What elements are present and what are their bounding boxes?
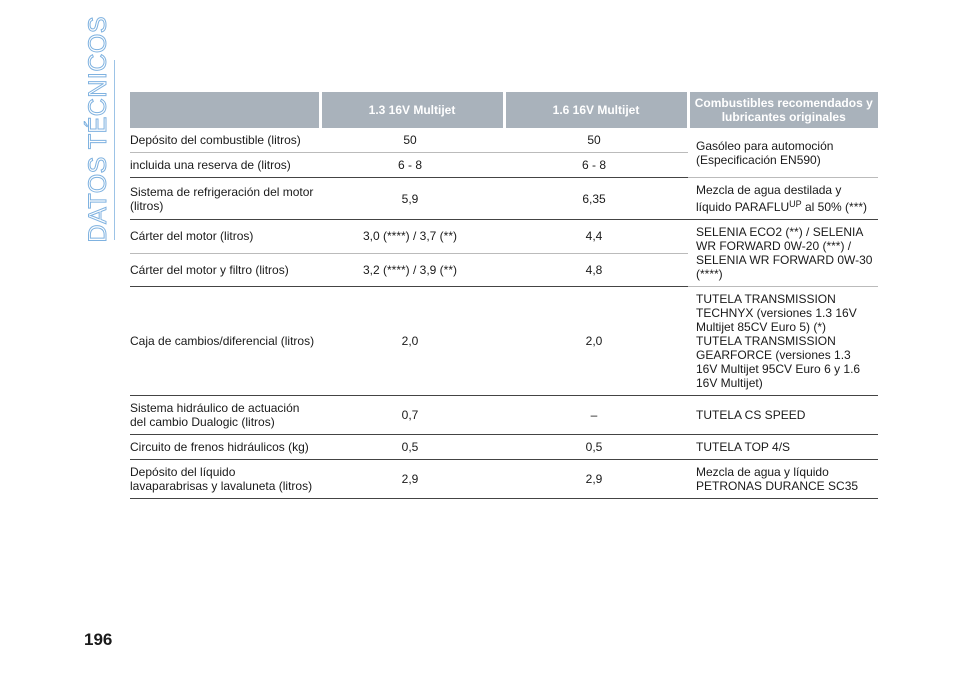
specs-table: 1.3 16V Multijet 1.6 16V Multijet Combus… bbox=[130, 92, 878, 499]
value-16: 4,8 bbox=[504, 253, 688, 287]
table-row: Circuito de frenos hidráulicos (kg) 0,5 … bbox=[130, 434, 878, 460]
recommendation-washer: Mezcla de agua y líquido PETRONAS DURANC… bbox=[688, 459, 878, 499]
coolant-text: Mezcla de agua destilada y líquido PARAF… bbox=[696, 183, 842, 214]
recommendation-coolant: Mezcla de agua destilada y líquido PARAF… bbox=[688, 177, 878, 220]
table-header-row: 1.3 16V Multijet 1.6 16V Multijet Combus… bbox=[130, 92, 878, 128]
section-title: DATOS TÉCNICOS bbox=[83, 15, 112, 242]
table-row: Cárter del motor (litros) 3,0 (****) / 3… bbox=[130, 219, 878, 287]
row-label: Cárter del motor y filtro (litros) bbox=[130, 253, 320, 287]
value-13: 0,5 bbox=[320, 434, 504, 460]
row-label: Caja de cambios/diferencial (litros) bbox=[130, 286, 320, 396]
table-row: Depósito del líquido lavaparabrisas y la… bbox=[130, 459, 878, 499]
value-16: 6,35 bbox=[504, 177, 688, 220]
coolant-ratio: al 50% (***) bbox=[801, 200, 868, 214]
header-engine-13: 1.3 16V Multijet bbox=[318, 92, 504, 128]
table-row: Depósito del combustible (litros) 50 50 … bbox=[130, 128, 878, 178]
table-row: Caja de cambios/diferencial (litros) 2,0… bbox=[130, 286, 878, 396]
row-label: Sistema hidráulico de actuación del camb… bbox=[130, 395, 320, 435]
header-empty bbox=[130, 92, 320, 128]
table-row: Cárter del motor y filtro (litros) 3,2 (… bbox=[130, 253, 878, 287]
value-13: 3,0 (****) / 3,7 (**) bbox=[320, 219, 504, 254]
value-16: 4,4 bbox=[504, 219, 688, 254]
table-row: Sistema de refrigeración del motor (litr… bbox=[130, 177, 878, 220]
recommendation-fuel: Gasóleo para automoción (Especificación … bbox=[688, 128, 878, 178]
recommendation-gearbox: TUTELA TRANSMISSION TECHNYX (versiones 1… bbox=[688, 286, 878, 396]
value-16: 6 - 8 bbox=[504, 152, 688, 178]
value-13: 2,0 bbox=[320, 286, 504, 396]
recommendation-dualogic: TUTELA CS SPEED bbox=[688, 395, 878, 435]
row-label: Circuito de frenos hidráulicos (kg) bbox=[130, 434, 320, 460]
value-16: 2,9 bbox=[504, 459, 688, 499]
value-13: 50 bbox=[320, 128, 504, 153]
row-label: Depósito del combustible (litros) bbox=[130, 128, 320, 153]
value-16: 0,5 bbox=[504, 434, 688, 460]
recommendation-brakes: TUTELA TOP 4/S bbox=[688, 434, 878, 460]
header-recommended: Combustibles recomendados y lubricantes … bbox=[686, 92, 878, 128]
value-13: 6 - 8 bbox=[320, 152, 504, 178]
row-label: Cárter del motor (litros) bbox=[130, 219, 320, 254]
row-label: incluida una reserva de (litros) bbox=[130, 152, 320, 178]
value-16: – bbox=[504, 395, 688, 435]
value-13: 5,9 bbox=[320, 177, 504, 220]
value-13: 0,7 bbox=[320, 395, 504, 435]
row-label: Sistema de refrigeración del motor (litr… bbox=[130, 177, 320, 220]
page-number: 196 bbox=[84, 630, 113, 649]
coolant-superscript: UP bbox=[789, 199, 802, 209]
table-row: incluida una reserva de (litros) 6 - 8 6… bbox=[130, 152, 878, 178]
side-divider bbox=[114, 60, 115, 240]
recommendation-engine-oil: SELENIA ECO2 (**) / SELENIA WR FORWARD 0… bbox=[688, 219, 878, 287]
header-engine-16: 1.6 16V Multijet bbox=[502, 92, 688, 128]
value-16: 2,0 bbox=[504, 286, 688, 396]
value-16: 50 bbox=[504, 128, 688, 153]
value-13: 2,9 bbox=[320, 459, 504, 499]
row-label: Depósito del líquido lavaparabrisas y la… bbox=[130, 459, 320, 499]
value-13: 3,2 (****) / 3,9 (**) bbox=[320, 253, 504, 287]
table-row: Sistema hidráulico de actuación del camb… bbox=[130, 395, 878, 435]
